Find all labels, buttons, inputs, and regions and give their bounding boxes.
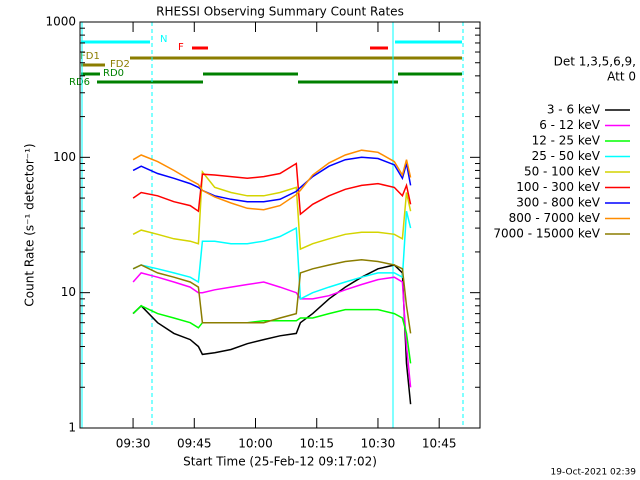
annotation: FD1 [80,51,100,62]
series-line [132,259,412,334]
legend-label: 6 - 12 keV [539,118,601,132]
series-line [132,149,412,211]
y-tick-label: 1 [68,421,76,435]
series-line [132,264,412,405]
legend-label: 100 - 300 keV [516,180,600,194]
x-axis-label: Start Time (25-Feb-12 09:17:02) [183,455,377,469]
legend-label: 300 - 800 keV [516,196,600,210]
series-line [132,169,412,251]
x-tick-label: 10:00 [238,437,273,451]
series-line [132,272,412,388]
x-tick-label: 09:30 [116,437,151,451]
x-tick-label: 10:30 [361,437,396,451]
x-tick-label: 09:45 [177,437,212,451]
annotation: RD0 [103,68,124,79]
y-axis-label: Count Rate (s⁻¹ detector⁻¹) [23,143,37,306]
legend-label: 25 - 50 keV [532,149,601,163]
legend-label: 3 - 6 keV [547,103,601,117]
y-tick-label: 100 [53,150,76,164]
chart-title: RHESSI Observing Summary Count Rates [156,5,404,19]
y-tick-label: 1000 [45,15,76,29]
annotation: F [178,42,184,53]
series-line [132,211,412,301]
footer: 19-Oct-2021 02:39 [551,468,637,478]
legend-label: 800 - 7000 keV [509,211,601,225]
y-tick-label: 10 [61,285,76,299]
annotation: N [160,34,167,45]
series-line [132,304,412,364]
legend-label: 50 - 100 keV [524,165,601,179]
x-tick-label: 10:45 [422,437,457,451]
legend-header: Det 1,3,5,6,9, [554,55,636,69]
state-bars [81,40,462,84]
plot-frame [79,21,481,429]
series-line [132,156,412,203]
series-line [132,162,412,216]
legend-header: Att 0 [607,70,636,84]
x-tick-label: 10:15 [299,437,334,451]
legend-label: 7000 - 15000 keV [493,227,600,241]
annotation: FD2 [110,59,130,70]
legend-label: 12 - 25 keV [532,134,601,148]
